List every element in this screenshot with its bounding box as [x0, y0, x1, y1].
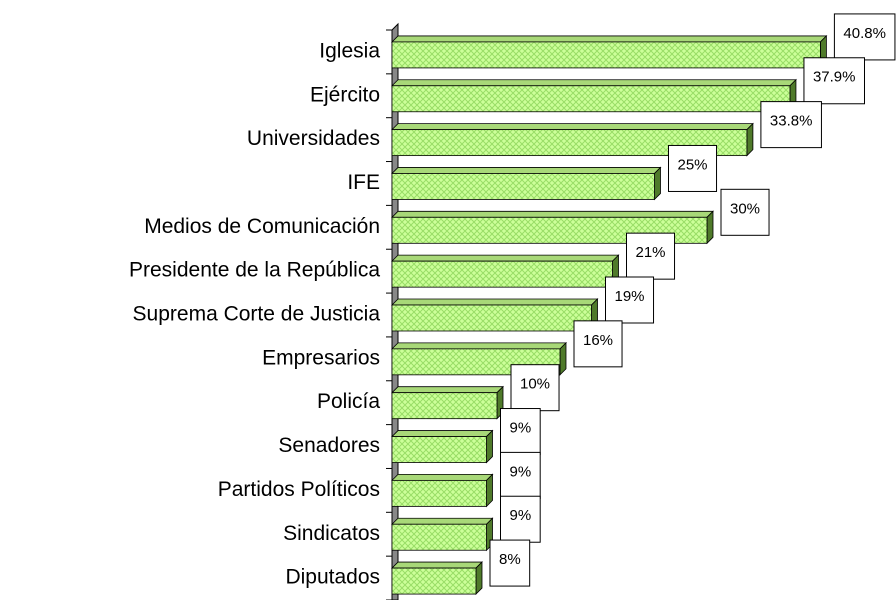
- bar: [391, 78, 797, 113]
- bar-face: [391, 173, 655, 200]
- bar-face: [654, 166, 661, 201]
- bar-face: [391, 210, 714, 218]
- value-label-box: [500, 495, 541, 543]
- y-tick-label: Ejército: [310, 83, 380, 106]
- y-tick-label: Senadores: [278, 434, 380, 457]
- y-tick-label: Universidades: [247, 127, 380, 150]
- bar: [391, 385, 504, 420]
- value-label: 30%: [730, 200, 760, 217]
- value-label-box: [573, 320, 623, 368]
- bar-face: [746, 122, 754, 157]
- value-label: 8%: [499, 551, 521, 568]
- value-label-box: [720, 188, 770, 236]
- bar-face: [391, 523, 487, 551]
- y-tick-label: Policía: [317, 390, 380, 413]
- value-label: 37.9%: [813, 69, 856, 86]
- value-label: 40.8%: [843, 25, 886, 42]
- value-label-box: [626, 232, 676, 280]
- value-label-box: [760, 101, 822, 149]
- bar-face: [559, 341, 567, 376]
- bar-face: [391, 517, 494, 525]
- bar-face: [391, 254, 620, 262]
- value-label-box: [510, 364, 560, 412]
- value-label-box: [500, 451, 541, 499]
- value-label-box: [489, 539, 531, 587]
- bar-face: [486, 429, 493, 464]
- bar-face: [391, 567, 477, 595]
- bar-face: [391, 342, 567, 350]
- value-label: 10%: [520, 376, 550, 393]
- bar: [391, 298, 599, 332]
- value-label-box: [803, 57, 865, 105]
- bar: [391, 473, 494, 508]
- value-label: 25%: [678, 156, 708, 173]
- value-label: 33.8%: [770, 113, 813, 130]
- value-label: 9%: [510, 463, 532, 480]
- bar-face: [391, 430, 494, 437]
- value-label-box: [500, 408, 541, 456]
- y-tick-label: Suprema Corte de Justicia: [133, 303, 381, 326]
- y-tick-label: Partidos Políticos: [218, 478, 380, 501]
- bar-face: [391, 561, 483, 569]
- bar-face: [391, 35, 828, 43]
- value-label: 16%: [583, 332, 613, 349]
- value-label-box: [668, 144, 718, 192]
- bar-face: [391, 392, 498, 420]
- y-tick-label: Medios de Comunicación: [144, 215, 380, 238]
- bar-face: [391, 386, 504, 394]
- bar: [391, 166, 662, 201]
- y-tick-label: IFE: [347, 171, 380, 194]
- bar-face: [391, 473, 494, 481]
- bar-face: [391, 298, 599, 306]
- bar-face: [486, 473, 493, 508]
- y-tick-label: Sindicatos: [283, 522, 380, 545]
- y-tick-label: Presidente de la República: [129, 259, 380, 282]
- value-label: 9%: [510, 420, 532, 437]
- bar-face: [391, 123, 754, 131]
- value-label: 19%: [615, 288, 645, 305]
- y-tick-label: Iglesia: [319, 39, 380, 62]
- bar-face: [391, 436, 487, 463]
- bar: [391, 429, 494, 464]
- y-tick-label: Empresarios: [262, 346, 380, 369]
- bar-face: [391, 85, 791, 113]
- bar-face: [391, 167, 662, 174]
- value-label: 9%: [510, 507, 532, 524]
- value-label-box: [833, 13, 896, 61]
- value-label: 21%: [636, 244, 666, 261]
- bar: [391, 517, 494, 552]
- bar: [391, 561, 483, 596]
- bar-face: [391, 304, 592, 332]
- bar-face: [391, 41, 821, 69]
- bar-face: [706, 210, 714, 245]
- bar: [391, 254, 620, 289]
- bar: [391, 210, 714, 245]
- bar-face: [391, 79, 797, 87]
- bar-face: [391, 260, 613, 288]
- value-label-box: [605, 276, 655, 324]
- bar: [391, 34, 828, 69]
- y-tick-label: Diputados: [285, 566, 380, 589]
- bar-face: [475, 561, 483, 596]
- bar-face: [391, 479, 487, 507]
